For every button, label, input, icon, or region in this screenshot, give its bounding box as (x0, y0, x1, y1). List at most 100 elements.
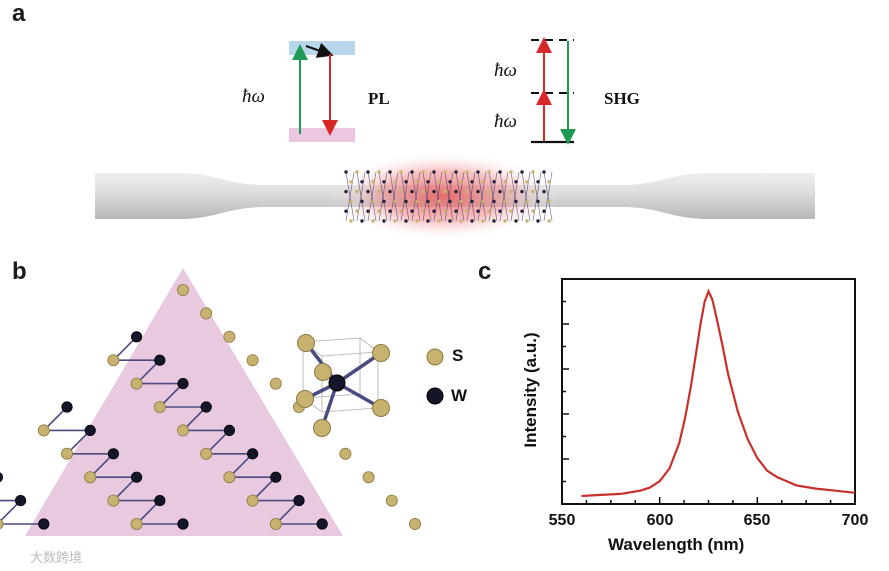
legend-w-marker (426, 387, 444, 405)
nanotube-atom (492, 219, 496, 223)
nanotube-bond (477, 171, 487, 222)
nanotube-atom (404, 219, 408, 223)
nanotube-atom (498, 170, 502, 174)
pl-label: PL (368, 89, 390, 108)
nanotube-atom (465, 189, 469, 194)
nanotube-bond (444, 171, 454, 222)
nanotube-atom (448, 219, 452, 223)
nanotube-atom (514, 219, 518, 223)
nanotube-atom (536, 219, 540, 223)
tungsten-atom (177, 377, 189, 390)
tungsten-atom (293, 494, 305, 507)
nanotube-atom (410, 189, 414, 194)
nanotube-atom (542, 170, 546, 174)
unit-cell-sulfur-atom (296, 390, 314, 408)
sulfur-atom (176, 283, 189, 296)
nanotube-atom (531, 170, 535, 174)
panel-b-label: b (12, 258, 27, 285)
relaxation-arrow (305, 42, 334, 58)
nanotube-atom (487, 209, 491, 213)
nanotube-atom (404, 199, 408, 204)
sulfur-atom (246, 494, 259, 507)
nanotube-atom (344, 189, 348, 194)
nanotube-atom (377, 189, 381, 194)
sulfur-atom (107, 494, 120, 507)
nanotube-atom (443, 189, 447, 194)
nanotube-atom (470, 180, 474, 184)
sulfur-atom (107, 354, 120, 367)
nanotube-atom (377, 209, 381, 213)
nanotube-atom (536, 180, 540, 184)
nanotube-bond (378, 171, 388, 222)
sulfur-atom (269, 518, 282, 531)
x-tick-label: 700 (841, 512, 869, 529)
conduction-band (289, 41, 355, 55)
nanotube-atom (382, 199, 386, 204)
sulfur-atom (362, 471, 375, 484)
nanotube-atom (382, 219, 386, 223)
nanotube-atom (498, 209, 502, 213)
panel-a-label: a (12, 0, 26, 27)
nanotube-atom (547, 199, 551, 204)
nanotube-atom (377, 170, 381, 174)
nanotube-atom (476, 209, 480, 213)
tungsten-atom (0, 472, 3, 483)
tungsten-atom (154, 354, 166, 366)
nanotube-atom (404, 180, 408, 184)
shg-photon-energy-label-upper: ħω (494, 60, 517, 81)
nanotube-atom (492, 180, 496, 184)
unit-cell-sulfur-atom (297, 334, 315, 352)
ws2-nanotube (344, 170, 553, 223)
nanotube-bond (510, 171, 520, 222)
sulfur-atom (37, 424, 50, 437)
nanotube-bond (400, 171, 410, 222)
nanotube-atom (531, 189, 535, 194)
sulfur-atom (408, 518, 421, 531)
nanotube-atom (366, 209, 370, 213)
nanotube-atom (415, 199, 419, 204)
tungsten-atom (154, 494, 166, 507)
nanotube-atom (349, 219, 353, 223)
nanotube-atom (437, 219, 441, 223)
nanotube-atom (487, 170, 491, 174)
nanotube-atom (542, 209, 546, 213)
nanotube-bond (345, 171, 355, 222)
nanotube-atom (388, 209, 392, 213)
nanotube-atom (520, 170, 524, 174)
nanotube-atom (410, 209, 414, 213)
nanotube-atom (410, 170, 414, 174)
tungsten-atom (38, 518, 50, 530)
nanotube-atom (415, 219, 419, 223)
nanotube-atom (481, 180, 485, 184)
pl-spectrum-chart (561, 278, 856, 505)
tungsten-atom (84, 424, 96, 436)
nanotube-atom (371, 180, 375, 184)
nanotube-atom (421, 209, 425, 213)
tungsten-atom (107, 448, 120, 460)
y-axis-label: Intensity (a.u.) (521, 332, 540, 448)
nanotube-bond (521, 171, 531, 222)
nanotube-atom (531, 209, 535, 213)
nanotube-atom (344, 209, 348, 213)
tungsten-atom (131, 471, 143, 483)
x-axis-label: Wavelength (nm) (608, 535, 745, 554)
sulfur-atom (61, 447, 74, 460)
nanotube-atom (432, 170, 436, 174)
nanotube-atom (509, 170, 513, 174)
nanotube-atom (487, 189, 491, 194)
sulfur-atom (130, 377, 143, 390)
sulfur-atom (176, 424, 189, 437)
nanotube-atom (481, 219, 485, 223)
nanotube-atom (393, 219, 397, 223)
shg-photon-energy-label-lower: ħω (494, 111, 517, 132)
sulfur-atom (200, 307, 213, 320)
sulfur-atom (339, 447, 352, 460)
nanotube-atom (509, 209, 513, 213)
nanotube-atom (470, 199, 474, 204)
x-tick-label: 550 (548, 512, 576, 529)
tungsten-atom (200, 401, 212, 413)
nanotube-atom (355, 189, 359, 194)
nanotube-atom (382, 180, 386, 184)
tungsten-atom (61, 401, 73, 413)
sulfur-atom (130, 518, 143, 531)
